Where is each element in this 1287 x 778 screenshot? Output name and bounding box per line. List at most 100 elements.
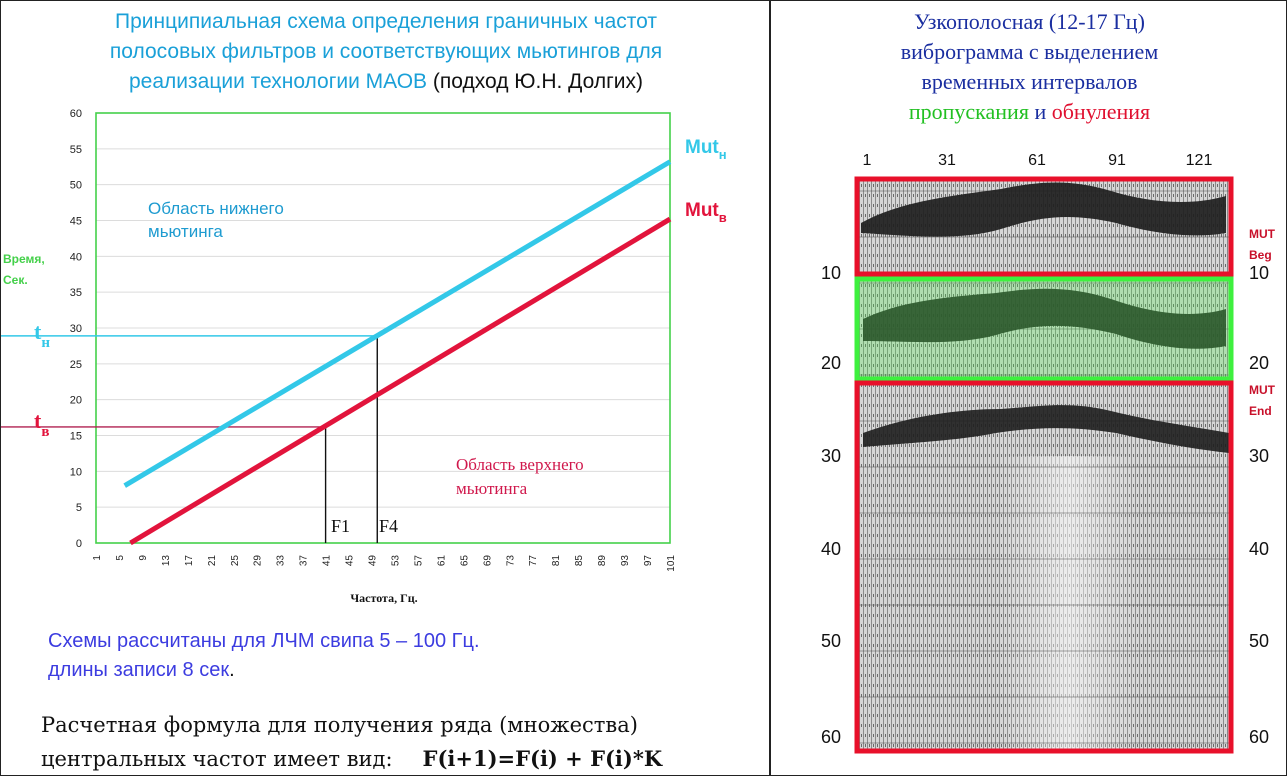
marker-label-t-v: tв [34, 408, 49, 440]
left-title-author: (подход Ю.Н. Долгих) [427, 70, 643, 93]
x-tick-49: 49 [368, 555, 379, 567]
y-tick-55: 55 [70, 144, 82, 156]
first-arrival-event-top [861, 182, 1226, 237]
seismic-time-lines [857, 190, 1231, 744]
sweep-note-line-2: длины записи 8 сек [48, 659, 230, 681]
x-tick-77: 77 [528, 555, 539, 567]
x-tick-57: 57 [413, 555, 424, 567]
right-title: Узкополосная (12-17 Гц) виброграмма с вы… [771, 7, 1286, 127]
right-title-pass: пропускания [908, 99, 1029, 124]
left-title-line-1: Принципиальная схема определения граничн… [114, 10, 657, 33]
y-tick-15: 15 [70, 431, 82, 443]
time-tick-left-40: 40 [821, 539, 841, 559]
right-title-line-1: Узкополосная (12-17 Гц) [914, 9, 1145, 34]
x-tick-53: 53 [390, 555, 401, 567]
y-tick-10: 10 [70, 466, 82, 478]
left-title-line-3: реализации технологии МАОВ [128, 70, 428, 93]
trace-tick-61: 61 [1028, 152, 1046, 169]
x-tick-1: 1 [92, 555, 103, 561]
plot-frame [95, 112, 671, 544]
x-tick-21: 21 [207, 555, 218, 567]
x-tick-101: 101 [666, 555, 677, 572]
formula-line-1: Расчетная формула для получения ряда (мн… [41, 713, 638, 737]
series-line-mut-v [129, 216, 672, 546]
trace-number-labels: 1 31 61 91 121 [863, 152, 1213, 169]
chart-grid [96, 148, 670, 508]
y-axis-label-2: Сек. [3, 273, 28, 287]
series-label-mut-v: Mutв [685, 200, 727, 225]
x-tick-89: 89 [597, 555, 608, 567]
y-tick-5: 5 [76, 502, 82, 514]
f4-label: F4 [379, 516, 398, 536]
area-upper-muting: Область верхнего мьютинга [456, 453, 584, 501]
trace-tick-1: 1 [863, 152, 872, 169]
guide-lines [1, 335, 378, 543]
mut-beg-box [854, 176, 1234, 277]
time-tick-right-40: 40 [1249, 539, 1269, 559]
time-tick-left-30: 30 [821, 446, 841, 466]
x-tick-73: 73 [505, 555, 516, 567]
sweep-note-period: . [229, 659, 235, 681]
series-label-mut-n: Mutн [685, 137, 727, 162]
y-tick-60: 60 [70, 108, 82, 120]
time-tick-left-10: 10 [821, 263, 841, 283]
y-axis-label-1: Время, [3, 252, 45, 266]
mut-end-label-1: MUT [1249, 383, 1276, 397]
x-tick-9: 9 [138, 555, 149, 561]
x-tick-81: 81 [551, 555, 562, 567]
x-tick-13: 13 [161, 555, 172, 567]
mut-beg-label-2: Beg [1249, 248, 1272, 262]
formula-expression: F(i+1)=F(i) + F(i)*K [422, 746, 663, 771]
time-tick-right-10: 10 [1249, 263, 1269, 283]
time-tick-left-20: 20 [821, 353, 841, 373]
formula-block: Расчетная формула для получения ряда (мн… [41, 708, 663, 775]
series-lines [123, 159, 672, 546]
f1-label: F1 [331, 516, 350, 536]
trace-tick-121: 121 [1186, 152, 1213, 169]
x-tick-65: 65 [459, 555, 470, 567]
x-tick-61: 61 [436, 555, 447, 567]
x-tick-5: 5 [115, 555, 126, 561]
right-title-line-2: виброграмма с выделением [900, 39, 1159, 64]
x-tick-85: 85 [574, 555, 585, 567]
time-tick-left-60: 60 [821, 727, 841, 747]
right-title-and: и [1028, 99, 1052, 124]
x-tick-69: 69 [482, 555, 493, 567]
marker-label-t-n: tн [34, 319, 50, 351]
x-tick-45: 45 [345, 555, 356, 567]
first-arrival-event-mid [863, 288, 1226, 349]
time-tick-right-20: 20 [1249, 353, 1269, 373]
x-tick-labels: 1 5 9 13 17 21 25 29 33 37 41 45 49 53 57 61 65 69 73 77 81 8… [92, 555, 677, 572]
x-axis-label: Частота, Гц. [350, 591, 417, 605]
area-upper-line-2: мьютинга [456, 479, 528, 498]
pass-window-box [854, 276, 1234, 382]
x-tick-37: 37 [299, 555, 310, 567]
x-tick-17: 17 [184, 555, 195, 567]
x-tick-25: 25 [230, 555, 241, 567]
vibrogram-panel: 1 31 61 91 121 10 20 30 40 50 60 10 20 30 40 50 60 MUT… [821, 152, 1276, 754]
y-tick-35: 35 [70, 287, 82, 299]
mut-end-label-2: End [1249, 404, 1272, 418]
x-tick-29: 29 [253, 555, 264, 567]
area-upper-line-1: Область верхнего [456, 455, 584, 474]
time-tick-right-30: 30 [1249, 446, 1269, 466]
left-title-line-2: полосовых фильтров и соответствующих мью… [109, 40, 663, 63]
area-lower-muting: Область нижнего мьютинга [148, 197, 284, 243]
time-labels-left: 10 20 30 40 50 60 [821, 263, 841, 747]
sweep-note: Схемы рассчитаны для ЛЧМ свипа 5 – 100 Г… [48, 627, 480, 685]
time-labels-right: 10 20 30 40 50 60 [1249, 263, 1269, 747]
time-tick-left-50: 50 [821, 631, 841, 651]
x-tick-41: 41 [322, 555, 333, 567]
y-tick-45: 45 [70, 216, 82, 228]
right-panel: Узкополосная (12-17 Гц) виброграмма с вы… [770, 0, 1287, 776]
y-tick-30: 30 [70, 323, 82, 335]
pass-window-tint [859, 279, 1229, 379]
trace-tick-91: 91 [1108, 152, 1126, 169]
y-tick-20: 20 [70, 395, 82, 407]
seismic-quiet-zone [1001, 456, 1136, 751]
mut-beg-label-1: MUT [1249, 227, 1276, 241]
area-lower-line-1: Область нижнего [148, 199, 284, 218]
formula-line-2: центральных частот имеет вид: [41, 747, 393, 771]
y-tick-50: 50 [70, 180, 82, 192]
